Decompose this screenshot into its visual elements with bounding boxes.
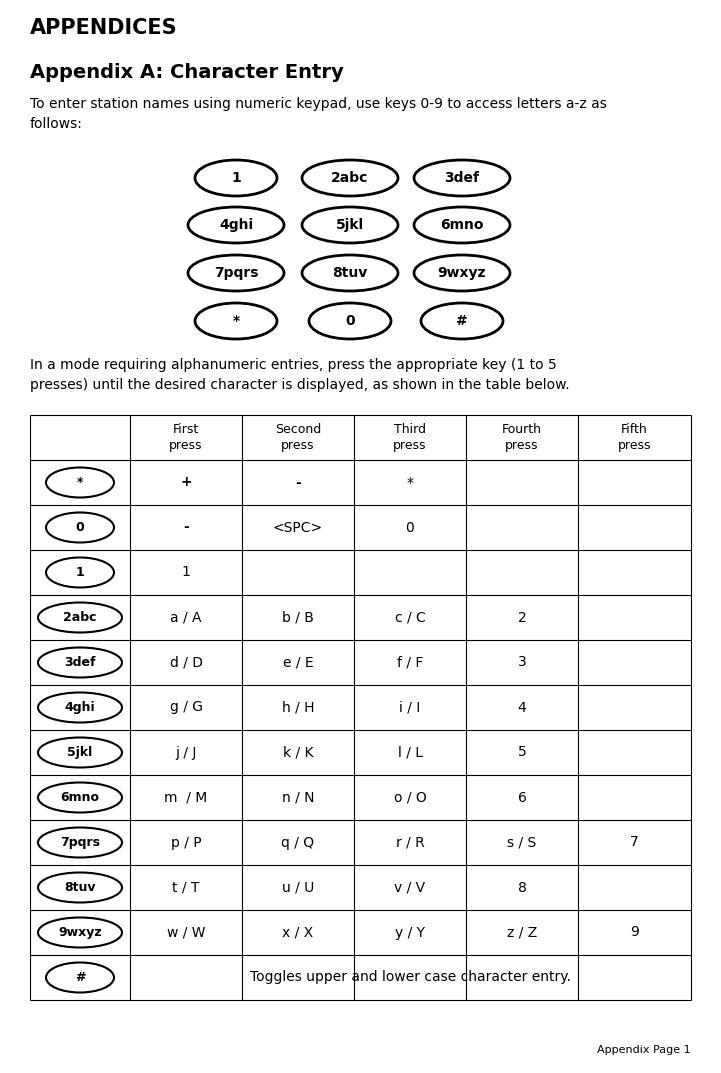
Text: 8: 8: [518, 881, 526, 895]
Text: Fourth
press: Fourth press: [502, 423, 542, 452]
Text: 2abc: 2abc: [63, 611, 97, 624]
Text: q / Q: q / Q: [281, 836, 314, 850]
Text: m  / M: m / M: [164, 791, 208, 805]
Text: c / C: c / C: [394, 611, 425, 624]
Text: 3: 3: [518, 656, 526, 670]
Text: 8tuv: 8tuv: [64, 881, 96, 894]
Text: Toggles upper and lower case character entry.: Toggles upper and lower case character e…: [250, 970, 571, 985]
Text: f / F: f / F: [397, 656, 423, 670]
Text: 7pqrs: 7pqrs: [213, 266, 258, 280]
Text: 6mno: 6mno: [61, 791, 99, 804]
Text: 9wxyz: 9wxyz: [438, 266, 486, 280]
Text: 9wxyz: 9wxyz: [58, 926, 102, 939]
Text: Appendix Page 1: Appendix Page 1: [598, 1045, 691, 1055]
Text: 4ghi: 4ghi: [219, 218, 253, 232]
Text: o / O: o / O: [394, 791, 426, 805]
Text: 7pqrs: 7pqrs: [60, 836, 100, 849]
Text: z / Z: z / Z: [507, 926, 537, 940]
Text: 1: 1: [182, 565, 190, 579]
Text: a / A: a / A: [170, 611, 202, 624]
Text: 0: 0: [406, 520, 415, 534]
Text: v / V: v / V: [394, 881, 425, 895]
Text: 4: 4: [518, 701, 526, 715]
Text: e / E: e / E: [283, 656, 314, 670]
Text: Appendix A: Character Entry: Appendix A: Character Entry: [30, 63, 344, 82]
Text: APPENDICES: APPENDICES: [30, 18, 177, 38]
Text: u / U: u / U: [282, 881, 314, 895]
Text: w / W: w / W: [167, 926, 205, 940]
Text: Second
press: Second press: [275, 423, 321, 452]
Text: 9: 9: [630, 926, 639, 940]
Text: Third
press: Third press: [393, 423, 427, 452]
Text: s / S: s / S: [508, 836, 536, 850]
Text: 1: 1: [231, 171, 241, 185]
Text: n / N: n / N: [282, 791, 314, 805]
Text: 8tuv: 8tuv: [332, 266, 368, 280]
Text: In a mode requiring alphanumeric entries, press the appropriate key (1 to 5
pres: In a mode requiring alphanumeric entries…: [30, 358, 570, 392]
Text: b / B: b / B: [282, 611, 314, 624]
Text: 6: 6: [518, 791, 526, 805]
Text: i / I: i / I: [399, 701, 420, 715]
Text: g / G: g / G: [169, 701, 203, 715]
Text: +: +: [180, 475, 192, 489]
Text: *: *: [407, 475, 414, 489]
Text: 5jkl: 5jkl: [336, 218, 364, 232]
Text: y / Y: y / Y: [395, 926, 425, 940]
Text: j / J: j / J: [175, 746, 197, 760]
Text: 3def: 3def: [445, 171, 479, 185]
Text: l / L: l / L: [397, 746, 423, 760]
Text: 7: 7: [630, 836, 639, 850]
Text: 5jkl: 5jkl: [67, 746, 92, 759]
Text: -: -: [183, 520, 189, 534]
Text: p / P: p / P: [171, 836, 201, 850]
Text: x / X: x / X: [283, 926, 314, 940]
Text: <SPC>: <SPC>: [273, 520, 323, 534]
Text: 6mno: 6mno: [441, 218, 484, 232]
Text: h / H: h / H: [282, 701, 314, 715]
Text: 1: 1: [76, 565, 84, 579]
Text: 0: 0: [345, 314, 355, 328]
Text: k / K: k / K: [283, 746, 313, 760]
Text: r / R: r / R: [396, 836, 425, 850]
Text: 3def: 3def: [64, 656, 96, 668]
Text: 2: 2: [518, 611, 526, 624]
Text: To enter station names using numeric keypad, use keys 0-9 to access letters a-z : To enter station names using numeric key…: [30, 97, 607, 131]
Text: Fifth
press: Fifth press: [618, 423, 651, 452]
Text: #: #: [456, 314, 468, 328]
Text: 5: 5: [518, 746, 526, 760]
Text: -: -: [295, 475, 301, 489]
Text: *: *: [232, 314, 239, 328]
Text: First
press: First press: [169, 423, 203, 452]
Text: *: *: [76, 476, 83, 489]
Text: #: #: [75, 971, 85, 984]
Text: t / T: t / T: [172, 881, 200, 895]
Text: d / D: d / D: [169, 656, 203, 670]
Text: 2abc: 2abc: [332, 171, 368, 185]
Text: 4ghi: 4ghi: [65, 701, 95, 714]
Text: 0: 0: [76, 521, 84, 534]
